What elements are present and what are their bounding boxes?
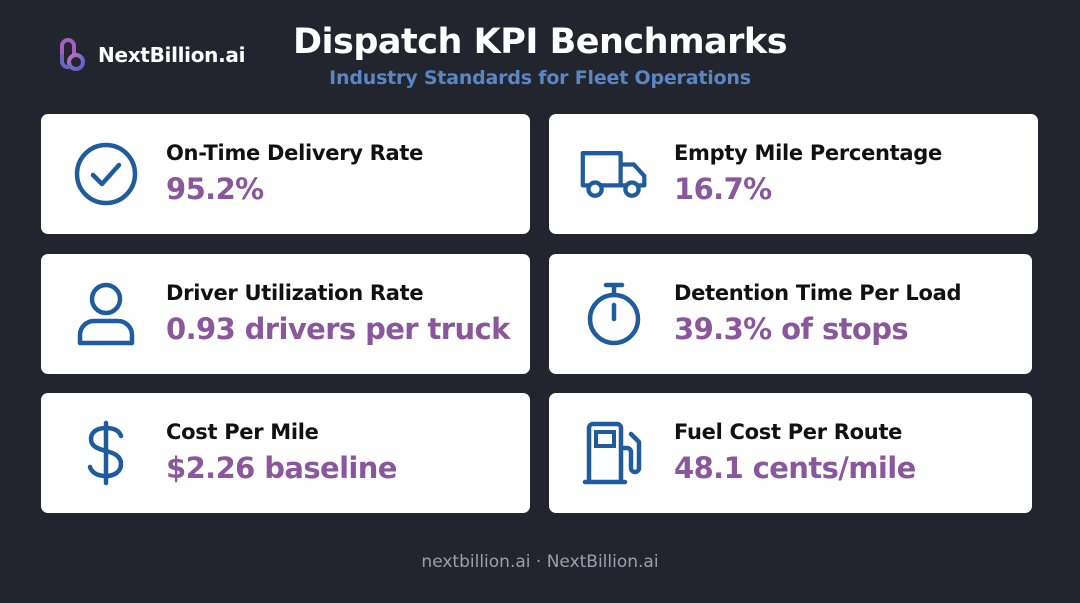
nextbillion-logo-icon [60,38,85,71]
truck-icon [579,141,649,207]
kpi-label: On-Time Delivery Rate [166,141,424,165]
kpi-label: Fuel Cost Per Route [674,420,903,444]
kpi-value: 95.2% [166,172,264,206]
kpi-card-on-time-delivery: On-Time Delivery Rate 95.2% [41,114,530,234]
kpi-label: Cost Per Mile [166,420,319,444]
kpi-label: Empty Mile Percentage [674,141,942,165]
kpi-card-empty-mile: Empty Mile Percentage 16.7% [549,114,1038,234]
brand-logo: NextBillion.ai [52,36,245,74]
dollar-icon [71,420,141,486]
stopwatch-icon [579,281,649,347]
page-title: Dispatch KPI Benchmarks [292,22,788,62]
kpi-value: $2.26 baseline [166,451,397,485]
brand-name: NextBillion.ai [98,43,246,67]
kpi-card-detention-time: Detention Time Per Load 39.3% of stops [549,254,1032,374]
kpi-value: 16.7% [674,172,772,206]
kpi-card-cost-per-mile: Cost Per Mile $2.26 baseline [41,393,530,513]
kpi-card-driver-utilization: Driver Utilization Rate 0.93 drivers per… [41,254,530,374]
page-subtitle: Industry Standards for Fleet Operations [329,67,751,89]
kpi-label: Detention Time Per Load [674,281,962,305]
fuel-pump-icon [579,420,649,486]
footer-text: nextbillion.ai · NextBillion.ai [421,552,659,572]
kpi-card-fuel-cost: Fuel Cost Per Route 48.1 cents/mile [549,393,1032,513]
kpi-label: Driver Utilization Rate [166,281,424,305]
check-circle-icon [71,141,141,207]
kpi-value: 0.93 drivers per truck [166,312,510,346]
kpi-value: 39.3% of stops [674,312,909,346]
user-icon [71,281,141,347]
kpi-value: 48.1 cents/mile [674,451,916,485]
